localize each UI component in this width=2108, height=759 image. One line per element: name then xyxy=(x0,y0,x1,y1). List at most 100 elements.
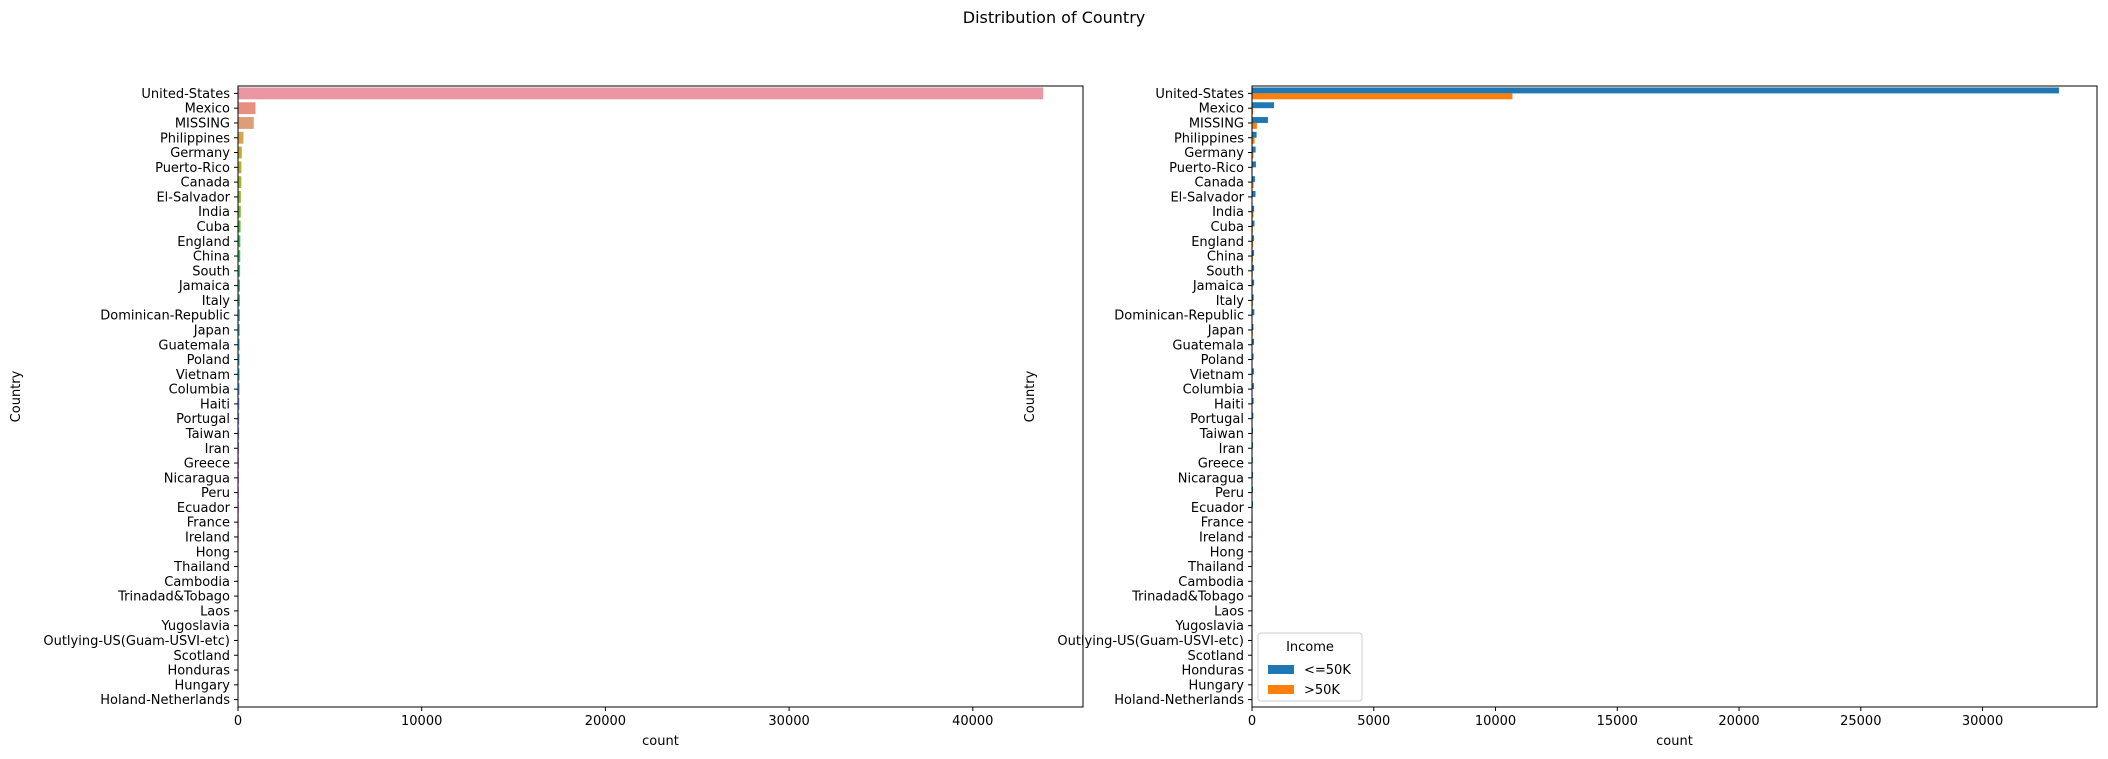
bar xyxy=(238,235,241,248)
y-tick-label: Laos xyxy=(200,604,230,619)
y-tick-label: United-States xyxy=(1155,87,1244,102)
y-tick-label: France xyxy=(187,516,230,531)
y-tick-label: Haiti xyxy=(1214,397,1244,412)
y-tick-label: Hong xyxy=(196,545,230,560)
y-tick-label: Germany xyxy=(1184,146,1244,161)
bar xyxy=(238,117,254,129)
y-tick-label: Thailand xyxy=(1187,560,1244,575)
x-tick-label: 5000 xyxy=(1357,714,1390,729)
y-tick-label: Guatemala xyxy=(1172,338,1244,353)
bar xyxy=(238,205,241,218)
y-tick-label: England xyxy=(177,235,230,250)
legend-label: >50K xyxy=(1304,683,1340,698)
bar xyxy=(238,279,240,292)
y-tick-label: England xyxy=(1191,235,1244,250)
bar xyxy=(1252,241,1254,248)
y-tick-label: Trinadad&Tobago xyxy=(117,590,230,605)
bar xyxy=(238,220,241,233)
bar xyxy=(238,397,240,410)
bar xyxy=(238,161,242,174)
x-tick-label: 10000 xyxy=(1475,714,1516,729)
y-tick-label: Canada xyxy=(181,176,230,191)
y-tick-label: Puerto-Rico xyxy=(155,161,230,176)
x-tick-label: 30000 xyxy=(1962,714,2003,729)
y-tick-label: Nicaragua xyxy=(164,471,230,486)
y-tick-label: Iran xyxy=(1219,442,1244,457)
y-tick-label: South xyxy=(1206,264,1244,279)
y-tick-label: Mexico xyxy=(185,102,230,117)
bar xyxy=(1252,471,1254,478)
bar xyxy=(1252,324,1254,330)
y-tick-label: Cambodia xyxy=(1178,575,1244,590)
y-tick-label: Honduras xyxy=(167,664,230,679)
y-tick-label: Yugoslavia xyxy=(160,619,230,634)
bar xyxy=(1252,486,1254,493)
y-tick-label: Portugal xyxy=(1190,412,1244,427)
x-tick-label: 30000 xyxy=(768,714,809,729)
y-tick-label: El-Salvador xyxy=(1170,190,1244,205)
bar xyxy=(238,190,241,203)
y-tick-label: Thailand xyxy=(173,560,230,575)
y-tick-label: Scotland xyxy=(173,649,230,664)
y-tick-label: Greece xyxy=(1198,457,1244,472)
y-tick-label: India xyxy=(1212,205,1244,220)
y-tick-label: Taiwan xyxy=(1199,427,1244,442)
x-axis-label: count xyxy=(1656,734,1693,749)
y-tick-label: Germany xyxy=(170,146,230,161)
bar xyxy=(1252,146,1256,153)
y-tick-label: Vietnam xyxy=(176,368,230,383)
y-tick-label: Philippines xyxy=(1174,131,1244,146)
bar xyxy=(1252,235,1254,242)
legend-swatch xyxy=(1268,685,1294,694)
y-tick-label: Poland xyxy=(187,353,230,368)
y-tick-label: South xyxy=(192,264,230,279)
bar xyxy=(1252,412,1254,419)
plot-frame xyxy=(1251,85,2098,708)
bar xyxy=(238,102,256,115)
legend-label: <=50K xyxy=(1304,663,1351,678)
y-axis-label: Country xyxy=(1023,370,1038,422)
bar xyxy=(1252,108,1254,115)
y-tick-label: Guatemala xyxy=(158,338,230,353)
legend-box xyxy=(1257,632,1363,702)
bar xyxy=(238,427,240,440)
bar xyxy=(238,442,240,455)
y-tick-label: Italy xyxy=(202,294,231,309)
y-tick-label: Mexico xyxy=(1199,102,1244,117)
y-tick-label: India xyxy=(198,205,230,220)
y-tick-label: Outlying-US(Guam-USVI-etc) xyxy=(1057,634,1244,649)
y-tick-label: Greece xyxy=(184,457,230,472)
y-tick-label: Vietnam xyxy=(1190,368,1244,383)
y-tick-label: United-States xyxy=(141,87,230,102)
bar xyxy=(1252,161,1256,168)
bar xyxy=(1252,122,1257,129)
y-tick-label: MISSING xyxy=(175,116,230,131)
y-tick-label: Portugal xyxy=(176,412,230,427)
x-tick-label: 20000 xyxy=(585,714,626,729)
bar xyxy=(1252,279,1255,286)
y-tick-label: Japan xyxy=(193,323,230,338)
bar xyxy=(238,87,1044,100)
bar xyxy=(238,338,240,351)
bar xyxy=(1252,131,1257,138)
bar xyxy=(1252,93,1513,100)
y-tick-label: Philippines xyxy=(160,131,230,146)
plot-frame xyxy=(237,85,1084,708)
y-tick-label: MISSING xyxy=(1189,116,1244,131)
bar xyxy=(238,294,240,307)
bar xyxy=(238,353,240,366)
x-tick-label: 20000 xyxy=(1718,714,1759,729)
bar xyxy=(238,368,240,381)
y-tick-label: Haiti xyxy=(200,397,230,412)
bar xyxy=(1252,137,1255,144)
bar xyxy=(238,309,240,322)
y-tick-label: Cambodia xyxy=(164,575,230,590)
y-tick-label: Taiwan xyxy=(185,427,230,442)
bar xyxy=(1252,250,1255,257)
y-tick-label: Jamaica xyxy=(178,279,230,294)
y-tick-label: Dominican-Republic xyxy=(100,309,230,324)
y-tick-label: Cuba xyxy=(196,220,230,235)
bar xyxy=(1252,205,1255,212)
x-axis-label: count xyxy=(642,734,679,749)
